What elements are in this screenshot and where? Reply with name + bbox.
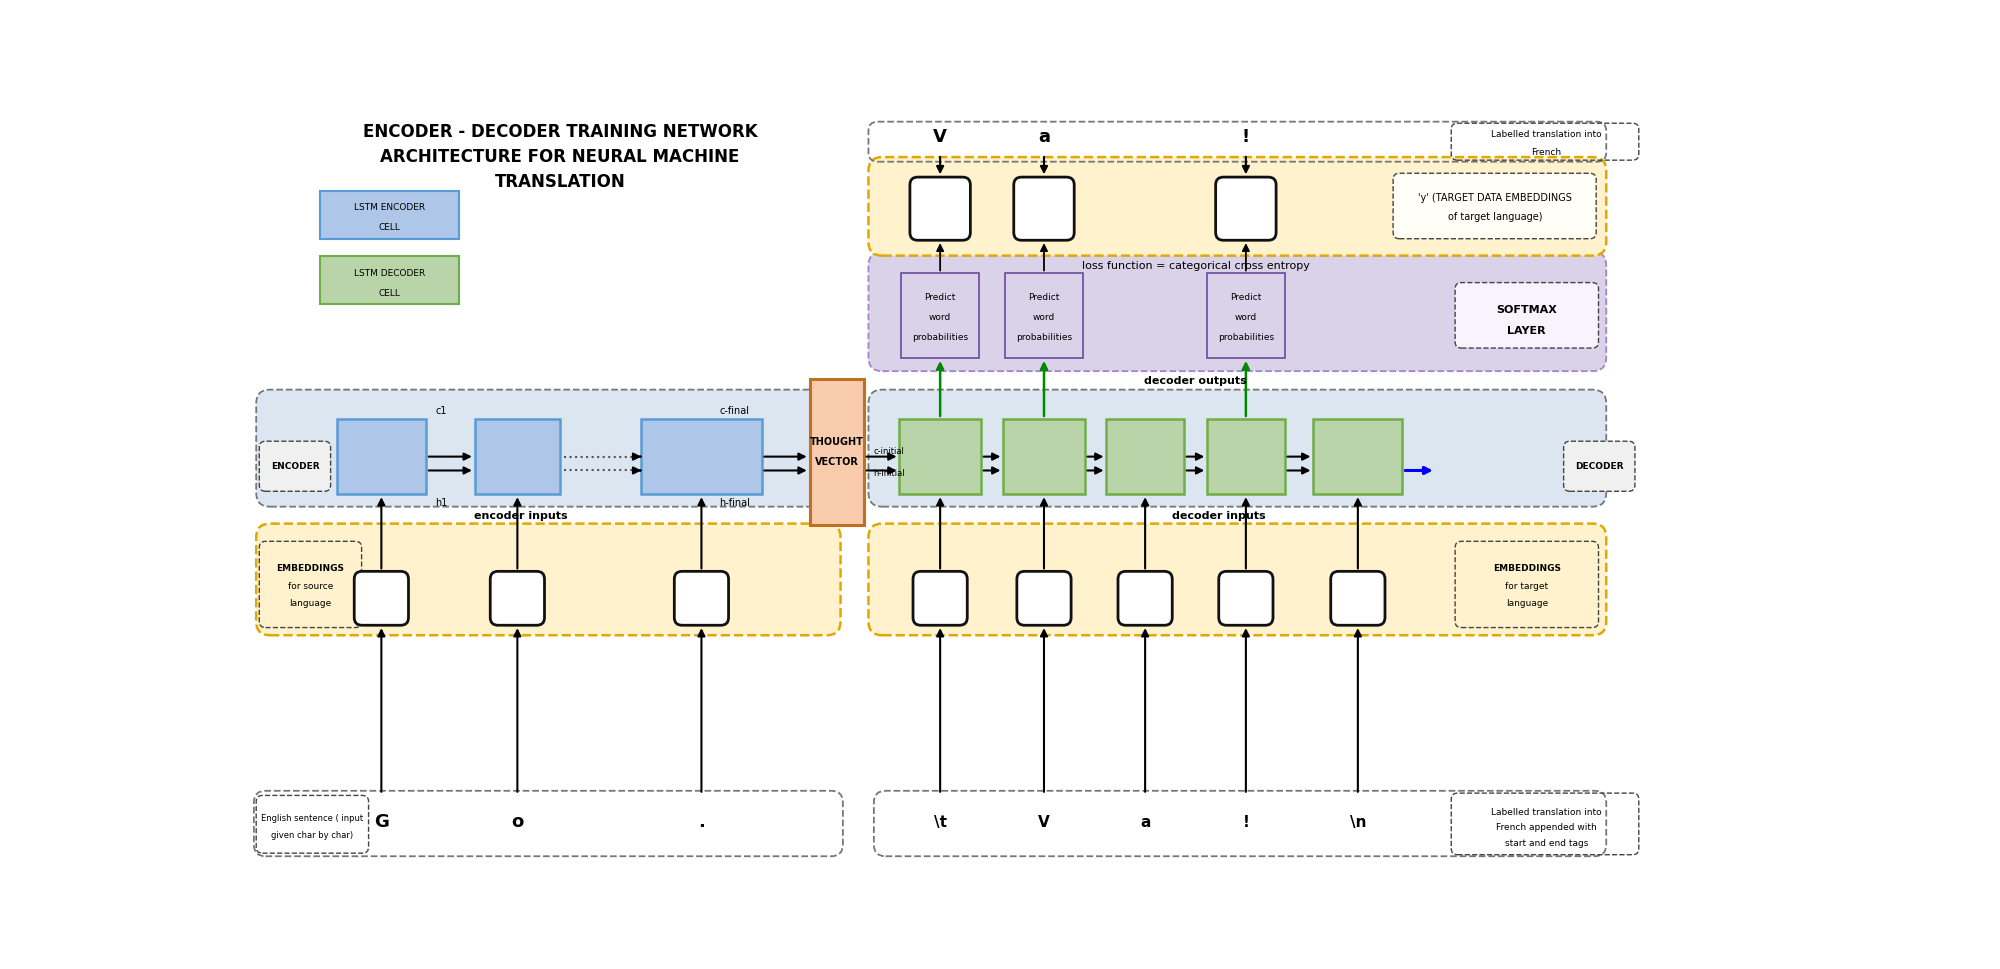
Text: Labelled translation into: Labelled translation into	[1492, 808, 1602, 817]
Text: language: language	[290, 599, 332, 609]
Text: Predict: Predict	[924, 293, 956, 301]
Text: c-final: c-final	[720, 406, 750, 417]
Text: c1: c1	[436, 406, 448, 417]
Text: decoder outputs: decoder outputs	[1144, 376, 1246, 387]
Text: of target language): of target language)	[1448, 212, 1542, 222]
Text: V: V	[934, 128, 948, 146]
Text: a: a	[1140, 815, 1150, 829]
FancyBboxPatch shape	[1216, 177, 1276, 240]
Text: French appended with: French appended with	[1496, 824, 1596, 832]
Text: h-initial: h-initial	[874, 469, 904, 478]
Bar	[1004, 419, 1084, 494]
Text: a: a	[1038, 128, 1050, 146]
Text: LSTM ENCODER: LSTM ENCODER	[354, 203, 426, 212]
Bar	[1208, 419, 1284, 494]
FancyBboxPatch shape	[868, 523, 1606, 636]
Text: LSTM DECODER: LSTM DECODER	[354, 268, 426, 278]
Bar	[810, 379, 864, 525]
Text: DECODER: DECODER	[1576, 462, 1624, 471]
Text: \n: \n	[1350, 815, 1366, 829]
Text: French: French	[1532, 148, 1562, 157]
Text: c-initial: c-initial	[874, 447, 904, 455]
Bar	[902, 273, 978, 359]
FancyBboxPatch shape	[674, 572, 728, 625]
Bar	[642, 419, 762, 494]
Text: EMBEDDINGS: EMBEDDINGS	[1492, 564, 1560, 573]
Bar	[1106, 419, 1184, 494]
Text: !: !	[1242, 128, 1250, 146]
Text: decoder inputs: decoder inputs	[1172, 511, 1266, 521]
Text: Predict: Predict	[1028, 293, 1060, 301]
Text: word: word	[1234, 313, 1258, 322]
FancyBboxPatch shape	[1218, 572, 1274, 625]
FancyBboxPatch shape	[490, 572, 544, 625]
FancyBboxPatch shape	[1564, 441, 1634, 491]
FancyBboxPatch shape	[256, 523, 840, 636]
FancyBboxPatch shape	[1014, 177, 1074, 240]
Text: h1: h1	[436, 498, 448, 508]
FancyBboxPatch shape	[1016, 572, 1072, 625]
Text: probabilities: probabilities	[1016, 333, 1072, 342]
Bar	[474, 419, 560, 494]
Text: ARCHITECTURE FOR NEURAL MACHINE: ARCHITECTURE FOR NEURAL MACHINE	[380, 148, 740, 166]
Text: loss function = categorical cross entropy: loss function = categorical cross entrop…	[1082, 261, 1310, 270]
FancyBboxPatch shape	[1330, 572, 1384, 625]
Bar	[900, 419, 980, 494]
Text: for target: for target	[1506, 582, 1548, 591]
Text: SOFTMAX: SOFTMAX	[1496, 305, 1558, 315]
Text: encoder inputs: encoder inputs	[474, 511, 568, 521]
Text: !: !	[1242, 815, 1250, 829]
Text: Labelled translation into: Labelled translation into	[1492, 130, 1602, 140]
FancyBboxPatch shape	[1456, 283, 1598, 348]
Text: G: G	[374, 813, 388, 831]
Bar	[1314, 419, 1402, 494]
Text: ENCODER: ENCODER	[270, 462, 320, 471]
FancyBboxPatch shape	[868, 157, 1606, 256]
Text: English sentence ( input: English sentence ( input	[262, 814, 364, 824]
Text: language: language	[1506, 599, 1548, 609]
FancyBboxPatch shape	[260, 441, 330, 491]
Text: CELL: CELL	[378, 289, 400, 297]
Bar	[320, 191, 460, 238]
FancyBboxPatch shape	[868, 390, 1606, 507]
Text: EMBEDDINGS: EMBEDDINGS	[276, 564, 344, 573]
Bar	[320, 257, 460, 304]
FancyBboxPatch shape	[910, 177, 970, 240]
Text: Predict: Predict	[1230, 293, 1262, 301]
Bar	[336, 419, 426, 494]
Text: V: V	[1038, 815, 1050, 829]
Text: \t: \t	[934, 815, 946, 829]
Text: h-final: h-final	[718, 498, 750, 508]
Text: TRANSLATION: TRANSLATION	[494, 172, 626, 191]
FancyBboxPatch shape	[1394, 173, 1596, 238]
FancyBboxPatch shape	[256, 390, 840, 507]
FancyBboxPatch shape	[868, 252, 1606, 371]
Text: THOUGHT: THOUGHT	[810, 437, 864, 447]
Bar	[1006, 273, 1082, 359]
Text: probabilities: probabilities	[912, 333, 968, 342]
Text: ENCODER - DECODER TRAINING NETWORK: ENCODER - DECODER TRAINING NETWORK	[362, 123, 758, 141]
Text: .: .	[698, 813, 704, 831]
FancyBboxPatch shape	[914, 572, 968, 625]
Text: word: word	[930, 313, 952, 322]
Text: o: o	[512, 813, 524, 831]
FancyBboxPatch shape	[354, 572, 408, 625]
Text: 'y' (TARGET DATA EMBEDDINGS: 'y' (TARGET DATA EMBEDDINGS	[1418, 193, 1572, 203]
Bar	[1208, 273, 1284, 359]
Text: given char by char): given char by char)	[272, 831, 354, 840]
Text: LAYER: LAYER	[1508, 327, 1546, 336]
Text: CELL: CELL	[378, 224, 400, 233]
FancyBboxPatch shape	[1118, 572, 1172, 625]
Text: word: word	[1032, 313, 1056, 322]
Text: for source: for source	[288, 582, 334, 591]
Text: VECTOR: VECTOR	[814, 457, 858, 467]
Text: probabilities: probabilities	[1218, 333, 1274, 342]
Text: start and end tags: start and end tags	[1504, 838, 1588, 848]
